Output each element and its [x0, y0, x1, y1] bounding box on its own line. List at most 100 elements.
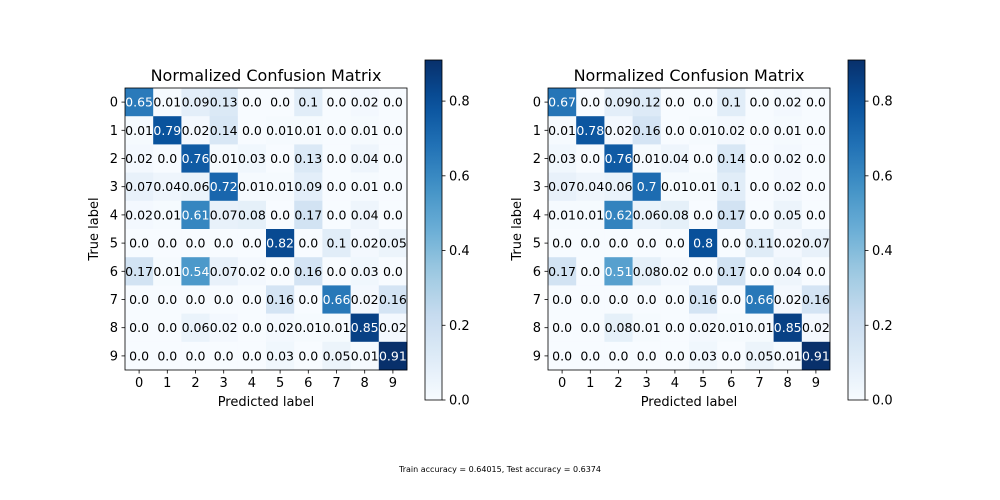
x-tick-label: 4: [671, 376, 679, 391]
heatmap-cell: [576, 144, 605, 173]
heatmap-cell: [632, 200, 662, 230]
heatmap-cell: [378, 341, 408, 371]
cell-value-label: 0.05: [323, 348, 351, 363]
heatmap-cell: [548, 172, 577, 202]
cell-value-label: 0.0: [552, 236, 572, 251]
cell-value-label: 0.01: [294, 320, 322, 335]
cell-value-label: 0.1: [721, 179, 741, 194]
cell-value-label: 0.0: [637, 348, 657, 363]
heatmap-cell: [378, 116, 408, 145]
heatmap-cell: [350, 341, 380, 371]
cell-value-label: 0.0: [806, 151, 826, 166]
cell-value-label: 0.0: [270, 207, 290, 222]
heatmap-cell: [660, 229, 690, 258]
heatmap-cell: [294, 144, 323, 173]
cell-value-label: 0.01: [210, 151, 238, 166]
cell-value-label: 0.0: [327, 95, 347, 110]
y-tick-label: 0: [110, 96, 118, 111]
heatmap-cell: [660, 341, 690, 371]
cell-value-label: 0.79: [153, 123, 181, 138]
heatmap-cell: [745, 285, 774, 314]
heatmap-cell: [322, 88, 351, 117]
cell-value-label: 0.01: [125, 123, 153, 138]
heatmap-cell: [548, 144, 577, 173]
cell-value-label: 0.0: [129, 292, 149, 307]
cell-value-label: 0.0: [580, 320, 600, 335]
cell-value-label: 0.0: [186, 292, 206, 307]
heatmap-cell: [153, 116, 182, 145]
cell-value-label: 0.76: [182, 151, 210, 166]
heatmap-cell: [237, 116, 267, 145]
cell-value-label: 0.01: [746, 320, 774, 335]
cell-value-label: 0.01: [689, 179, 717, 194]
x-tick-label: 2: [614, 376, 622, 391]
cell-value-label: 0.02: [774, 95, 802, 110]
y-tick-label: 2: [110, 152, 118, 167]
cell-value-label: 0.01: [323, 320, 351, 335]
cell-value-label: 0.0: [693, 151, 713, 166]
cell-value-label: 0.08: [633, 264, 661, 279]
heatmap-cell: [576, 116, 605, 145]
heatmap-cell: [632, 229, 662, 258]
heatmap-cell: [801, 229, 831, 258]
y-axis-label: True label: [87, 197, 102, 261]
cell-value-label: 0.0: [327, 264, 347, 279]
cell-value-label: 0.0: [214, 236, 234, 251]
heatmap-cells: 0.67 0.0 0.09 0.12 0.0 0.0 0.1 0.0 0.02 0.00.01 0.…: [548, 88, 831, 371]
heatmap-cell: [294, 88, 323, 117]
heatmap-cell: [294, 285, 323, 314]
cell-value-label: 0.05: [379, 236, 407, 251]
heatmap-cell: [689, 116, 718, 145]
cell-value-label: 0.08: [605, 320, 633, 335]
cell-value-label: 0.61: [182, 207, 210, 222]
cell-value-label: 0.0: [242, 292, 262, 307]
cell-value-label: 0.04: [351, 207, 379, 222]
cell-value-label: 0.0: [665, 292, 685, 307]
x-tick-label: 1: [163, 376, 171, 391]
heatmap-cell: [773, 88, 803, 117]
cell-value-label: 0.0: [580, 236, 600, 251]
cell-value-label: 0.02: [774, 151, 802, 166]
heatmap-cell: [125, 313, 154, 343]
cell-value-label: 0.0: [242, 348, 262, 363]
plot-frame: [124, 87, 408, 371]
y-tick-label: 0: [533, 96, 541, 111]
cell-value-label: 0.0: [157, 236, 177, 251]
heatmap-cell: [604, 88, 633, 117]
heatmap-cell: [660, 200, 690, 230]
heatmap-cell: [660, 172, 690, 202]
heatmap-cell: [266, 144, 295, 173]
cell-value-label: 0.01: [238, 179, 266, 194]
heatmap-cell: [660, 144, 690, 173]
heatmap-cell: [237, 257, 267, 286]
cell-value-label: 0.02: [379, 320, 407, 335]
heatmap-cell: [378, 172, 408, 202]
cell-value-label: 0.02: [125, 151, 153, 166]
heatmap-cell: [548, 116, 577, 145]
heatmap-cell: [181, 200, 210, 230]
heatmap-cell: [801, 313, 831, 343]
cell-value-label: 0.08: [238, 207, 266, 222]
heatmap-cell: [548, 341, 577, 371]
cell-value-label: 0.02: [182, 123, 210, 138]
heatmap-cell: [322, 116, 351, 145]
heatmap-cell: [125, 229, 154, 258]
heatmap-cell: [209, 116, 239, 145]
cell-value-label: 0.01: [661, 179, 689, 194]
y-tick-label: 4: [110, 208, 118, 223]
cell-value-label: 0.02: [774, 236, 802, 251]
heatmap-cell: [576, 229, 605, 258]
cell-value-label: 0.0: [129, 348, 149, 363]
cell-value-label: 0.02: [210, 320, 238, 335]
colorbar-tick-label: 0.2: [449, 319, 470, 334]
cell-value-label: 0.0: [298, 236, 318, 251]
heatmap-cell: [773, 200, 803, 230]
cell-value-label: 0.17: [548, 264, 576, 279]
heatmap-cell: [604, 341, 633, 371]
heatmap-cell: [181, 257, 210, 286]
heatmap-cell: [773, 257, 803, 286]
cell-value-label: 0.0: [693, 95, 713, 110]
heatmap-cell: [125, 200, 154, 230]
heatmap-cell: [378, 200, 408, 230]
heatmap-cell: [689, 341, 718, 371]
